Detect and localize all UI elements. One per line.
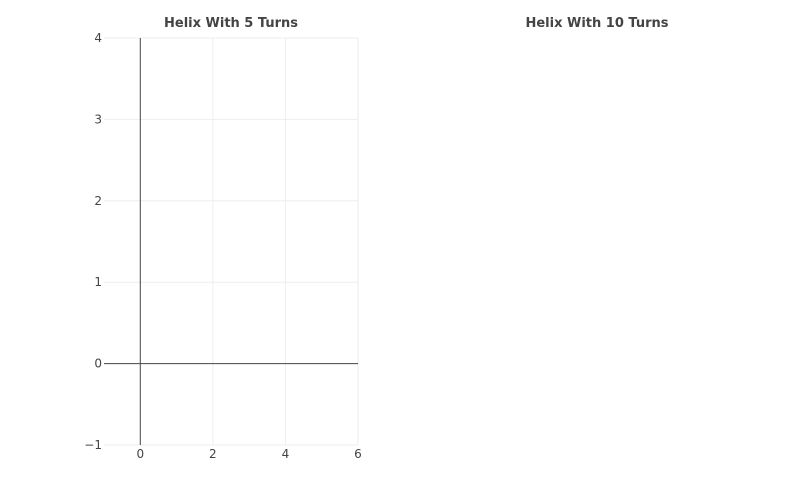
y-tick-label: 3	[94, 112, 102, 126]
subplot-left-title: Helix With 5 Turns	[164, 16, 298, 31]
x-tick-label: 4	[282, 447, 290, 461]
left-x-tick-labels: 0 2 4 6	[136, 447, 361, 461]
subplot-left: Helix With 5 Turns 0 2 4 6 −1 0 1 2 3 4	[84, 16, 362, 461]
y-tick-label: 0	[94, 357, 102, 371]
x-tick-label: 2	[209, 447, 217, 461]
subplot-right-title: Helix With 10 Turns	[525, 16, 668, 31]
x-tick-label: 6	[354, 447, 362, 461]
x-tick-label: 0	[136, 447, 144, 461]
y-tick-label: 1	[94, 275, 102, 289]
left-zero-lines	[104, 38, 358, 445]
y-tick-label: 2	[94, 194, 102, 208]
left-y-tick-labels: −1 0 1 2 3 4	[84, 31, 102, 452]
y-tick-label: −1	[84, 438, 102, 452]
subplot-right: Helix With 10 Turns	[525, 16, 668, 31]
left-gridlines	[104, 37, 359, 446]
y-tick-label: 4	[94, 31, 102, 45]
